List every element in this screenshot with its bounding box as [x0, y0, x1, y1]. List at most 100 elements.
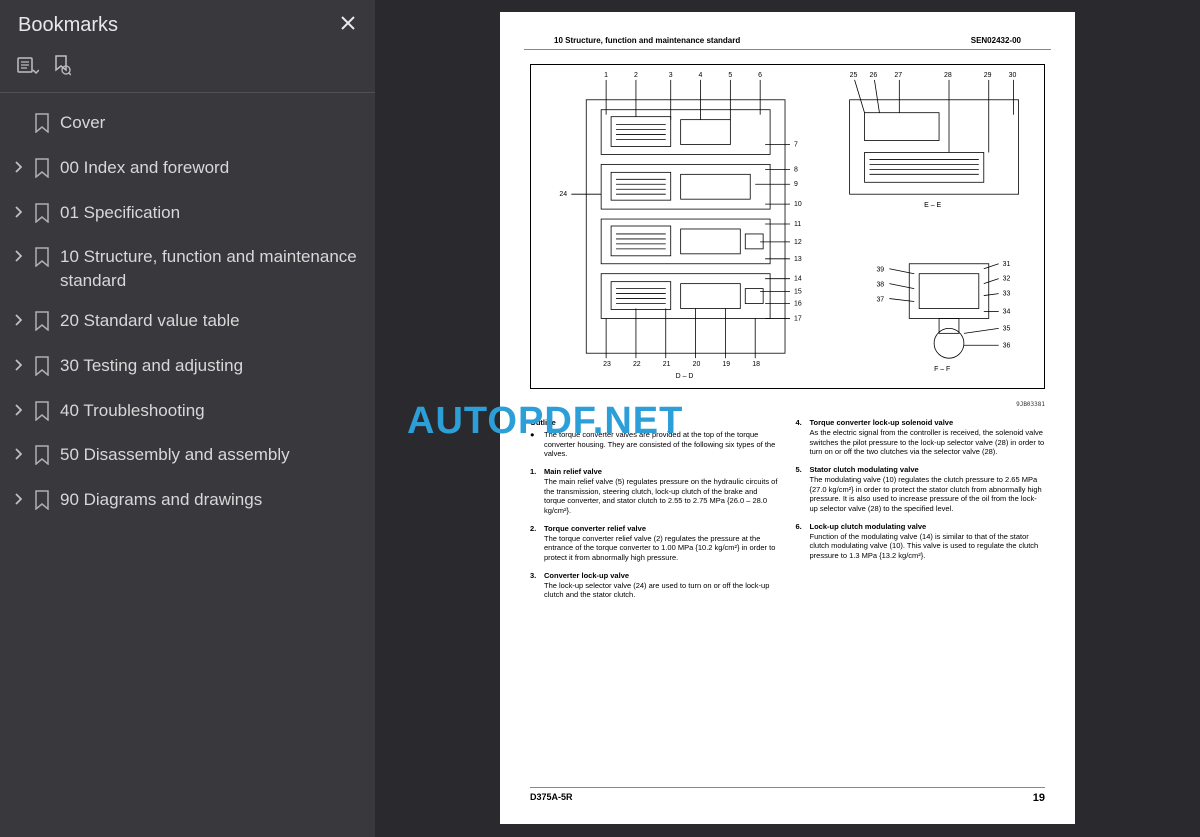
diagram-id: 9JB03381 — [500, 399, 1075, 414]
svg-text:28: 28 — [944, 72, 952, 79]
diagram-svg: 1 2 3 4 5 6 7 8 9 10 11 12 13 14 15 16 1 — [531, 65, 1044, 388]
svg-text:7: 7 — [794, 141, 798, 148]
svg-text:23: 23 — [603, 361, 611, 368]
svg-text:4: 4 — [699, 72, 703, 79]
bookmark-icon — [34, 445, 50, 472]
svg-text:38: 38 — [876, 282, 884, 289]
bookmark-label: 00 Index and foreword — [60, 156, 363, 180]
outline-options-icon[interactable] — [16, 54, 40, 78]
page-header: 10 Structure, function and maintenance s… — [524, 12, 1051, 50]
svg-text:20: 20 — [693, 361, 701, 368]
bookmarks-sidebar: Bookmarks — [0, 0, 375, 837]
chevron-right-icon[interactable] — [14, 492, 30, 510]
bookmark-item-disassembly[interactable]: 50 Disassembly and assembly — [0, 435, 375, 480]
svg-text:11: 11 — [794, 221, 801, 228]
bookmark-label: 01 Specification — [60, 201, 363, 225]
svg-text:13: 13 — [794, 256, 802, 263]
chevron-right-icon[interactable] — [14, 249, 30, 267]
bookmark-icon — [34, 247, 50, 274]
close-icon[interactable] — [339, 12, 357, 38]
bookmark-label: Cover — [60, 111, 363, 135]
item-6: 6. Lock-up clutch modulating valve Funct… — [796, 522, 1046, 561]
svg-text:21: 21 — [663, 361, 671, 368]
svg-text:F – F: F – F — [934, 366, 950, 373]
left-column: Outline ● The torque converter valves ar… — [530, 418, 780, 608]
svg-text:15: 15 — [794, 289, 802, 296]
bookmark-label: 20 Standard value table — [60, 309, 363, 333]
right-column: 4. Torque converter lock-up solenoid val… — [796, 418, 1046, 608]
svg-text:E – E: E – E — [924, 202, 941, 209]
pdf-viewer-area[interactable]: AUTOPDF.NET 10 Structure, function and m… — [375, 0, 1200, 837]
svg-text:30: 30 — [1009, 72, 1017, 79]
svg-text:3: 3 — [669, 72, 673, 79]
bookmark-icon — [34, 311, 50, 338]
svg-text:D – D: D – D — [676, 373, 694, 380]
footer-model: D375A-5R — [530, 792, 573, 804]
chevron-right-icon[interactable] — [14, 205, 30, 223]
svg-text:19: 19 — [722, 361, 730, 368]
bookmark-item-index[interactable]: 00 Index and foreword — [0, 148, 375, 193]
bookmark-label: 90 Diagrams and drawings — [60, 488, 363, 512]
chevron-right-icon[interactable] — [14, 313, 30, 331]
chevron-right-icon[interactable] — [14, 403, 30, 421]
svg-text:14: 14 — [794, 276, 802, 283]
bookmark-icon — [34, 356, 50, 383]
chevron-right-icon[interactable] — [14, 160, 30, 178]
svg-text:32: 32 — [1003, 276, 1011, 283]
bookmark-label: 50 Disassembly and assembly — [60, 443, 363, 467]
svg-text:36: 36 — [1003, 342, 1011, 349]
outline-heading: Outline — [530, 418, 780, 428]
svg-text:27: 27 — [894, 72, 902, 79]
bookmark-item-standard-value[interactable]: 20 Standard value table — [0, 301, 375, 346]
pdf-page: 10 Structure, function and maintenance s… — [500, 12, 1075, 824]
page-footer: D375A-5R 19 — [530, 787, 1045, 804]
item-1: 1. Main relief valve The main relief val… — [530, 467, 780, 516]
sidebar-toolbar — [0, 46, 375, 93]
bookmark-icon — [34, 490, 50, 517]
sidebar-title: Bookmarks — [18, 14, 118, 37]
svg-text:39: 39 — [876, 267, 884, 274]
page-body-text: Outline ● The torque converter valves ar… — [500, 414, 1075, 612]
bookmark-item-specification[interactable]: 01 Specification — [0, 193, 375, 238]
svg-text:5: 5 — [728, 72, 732, 79]
svg-text:18: 18 — [752, 361, 760, 368]
svg-text:16: 16 — [794, 301, 802, 308]
svg-text:12: 12 — [794, 239, 802, 246]
bookmarks-list: Cover 00 Index and foreword 01 Specifica… — [0, 93, 375, 535]
header-right: SEN02432-00 — [971, 36, 1021, 45]
footer-page-number: 19 — [1033, 792, 1045, 804]
svg-text:6: 6 — [758, 72, 762, 79]
header-left: 10 Structure, function and maintenance s… — [554, 36, 740, 45]
bookmark-item-testing[interactable]: 30 Testing and adjusting — [0, 346, 375, 391]
bookmark-icon — [34, 203, 50, 230]
find-bookmark-icon[interactable] — [50, 54, 74, 78]
item-4: 4. Torque converter lock-up solenoid val… — [796, 418, 1046, 457]
chevron-right-icon[interactable] — [14, 358, 30, 376]
chevron-right-icon[interactable] — [14, 447, 30, 465]
item-2: 2. Torque converter relief valve The tor… — [530, 524, 780, 563]
item-3: 3. Converter lock-up valve The lock-up s… — [530, 571, 780, 600]
bookmark-label: 30 Testing and adjusting — [60, 354, 363, 378]
bookmark-icon — [34, 158, 50, 185]
bookmark-item-cover[interactable]: Cover — [0, 103, 375, 148]
outline-bullet: ● The torque converter valves are provid… — [530, 430, 780, 459]
svg-text:22: 22 — [633, 361, 641, 368]
svg-text:9: 9 — [794, 181, 798, 188]
sidebar-header: Bookmarks — [0, 0, 375, 46]
svg-text:29: 29 — [984, 72, 992, 79]
svg-text:2: 2 — [634, 72, 638, 79]
svg-text:35: 35 — [1003, 325, 1011, 332]
svg-text:34: 34 — [1003, 308, 1011, 315]
svg-text:1: 1 — [604, 72, 608, 79]
svg-text:25: 25 — [850, 72, 858, 79]
svg-text:17: 17 — [794, 315, 802, 322]
bookmark-item-structure[interactable]: 10 Structure, function and maintenance s… — [0, 237, 375, 301]
svg-text:37: 37 — [876, 297, 884, 304]
svg-text:10: 10 — [794, 201, 802, 208]
bookmark-label: 40 Troubleshooting — [60, 399, 363, 423]
bookmark-item-troubleshooting[interactable]: 40 Troubleshooting — [0, 391, 375, 436]
bookmark-item-diagrams[interactable]: 90 Diagrams and drawings — [0, 480, 375, 525]
svg-text:31: 31 — [1003, 261, 1011, 268]
bookmark-icon — [34, 113, 50, 140]
svg-text:33: 33 — [1003, 291, 1011, 298]
